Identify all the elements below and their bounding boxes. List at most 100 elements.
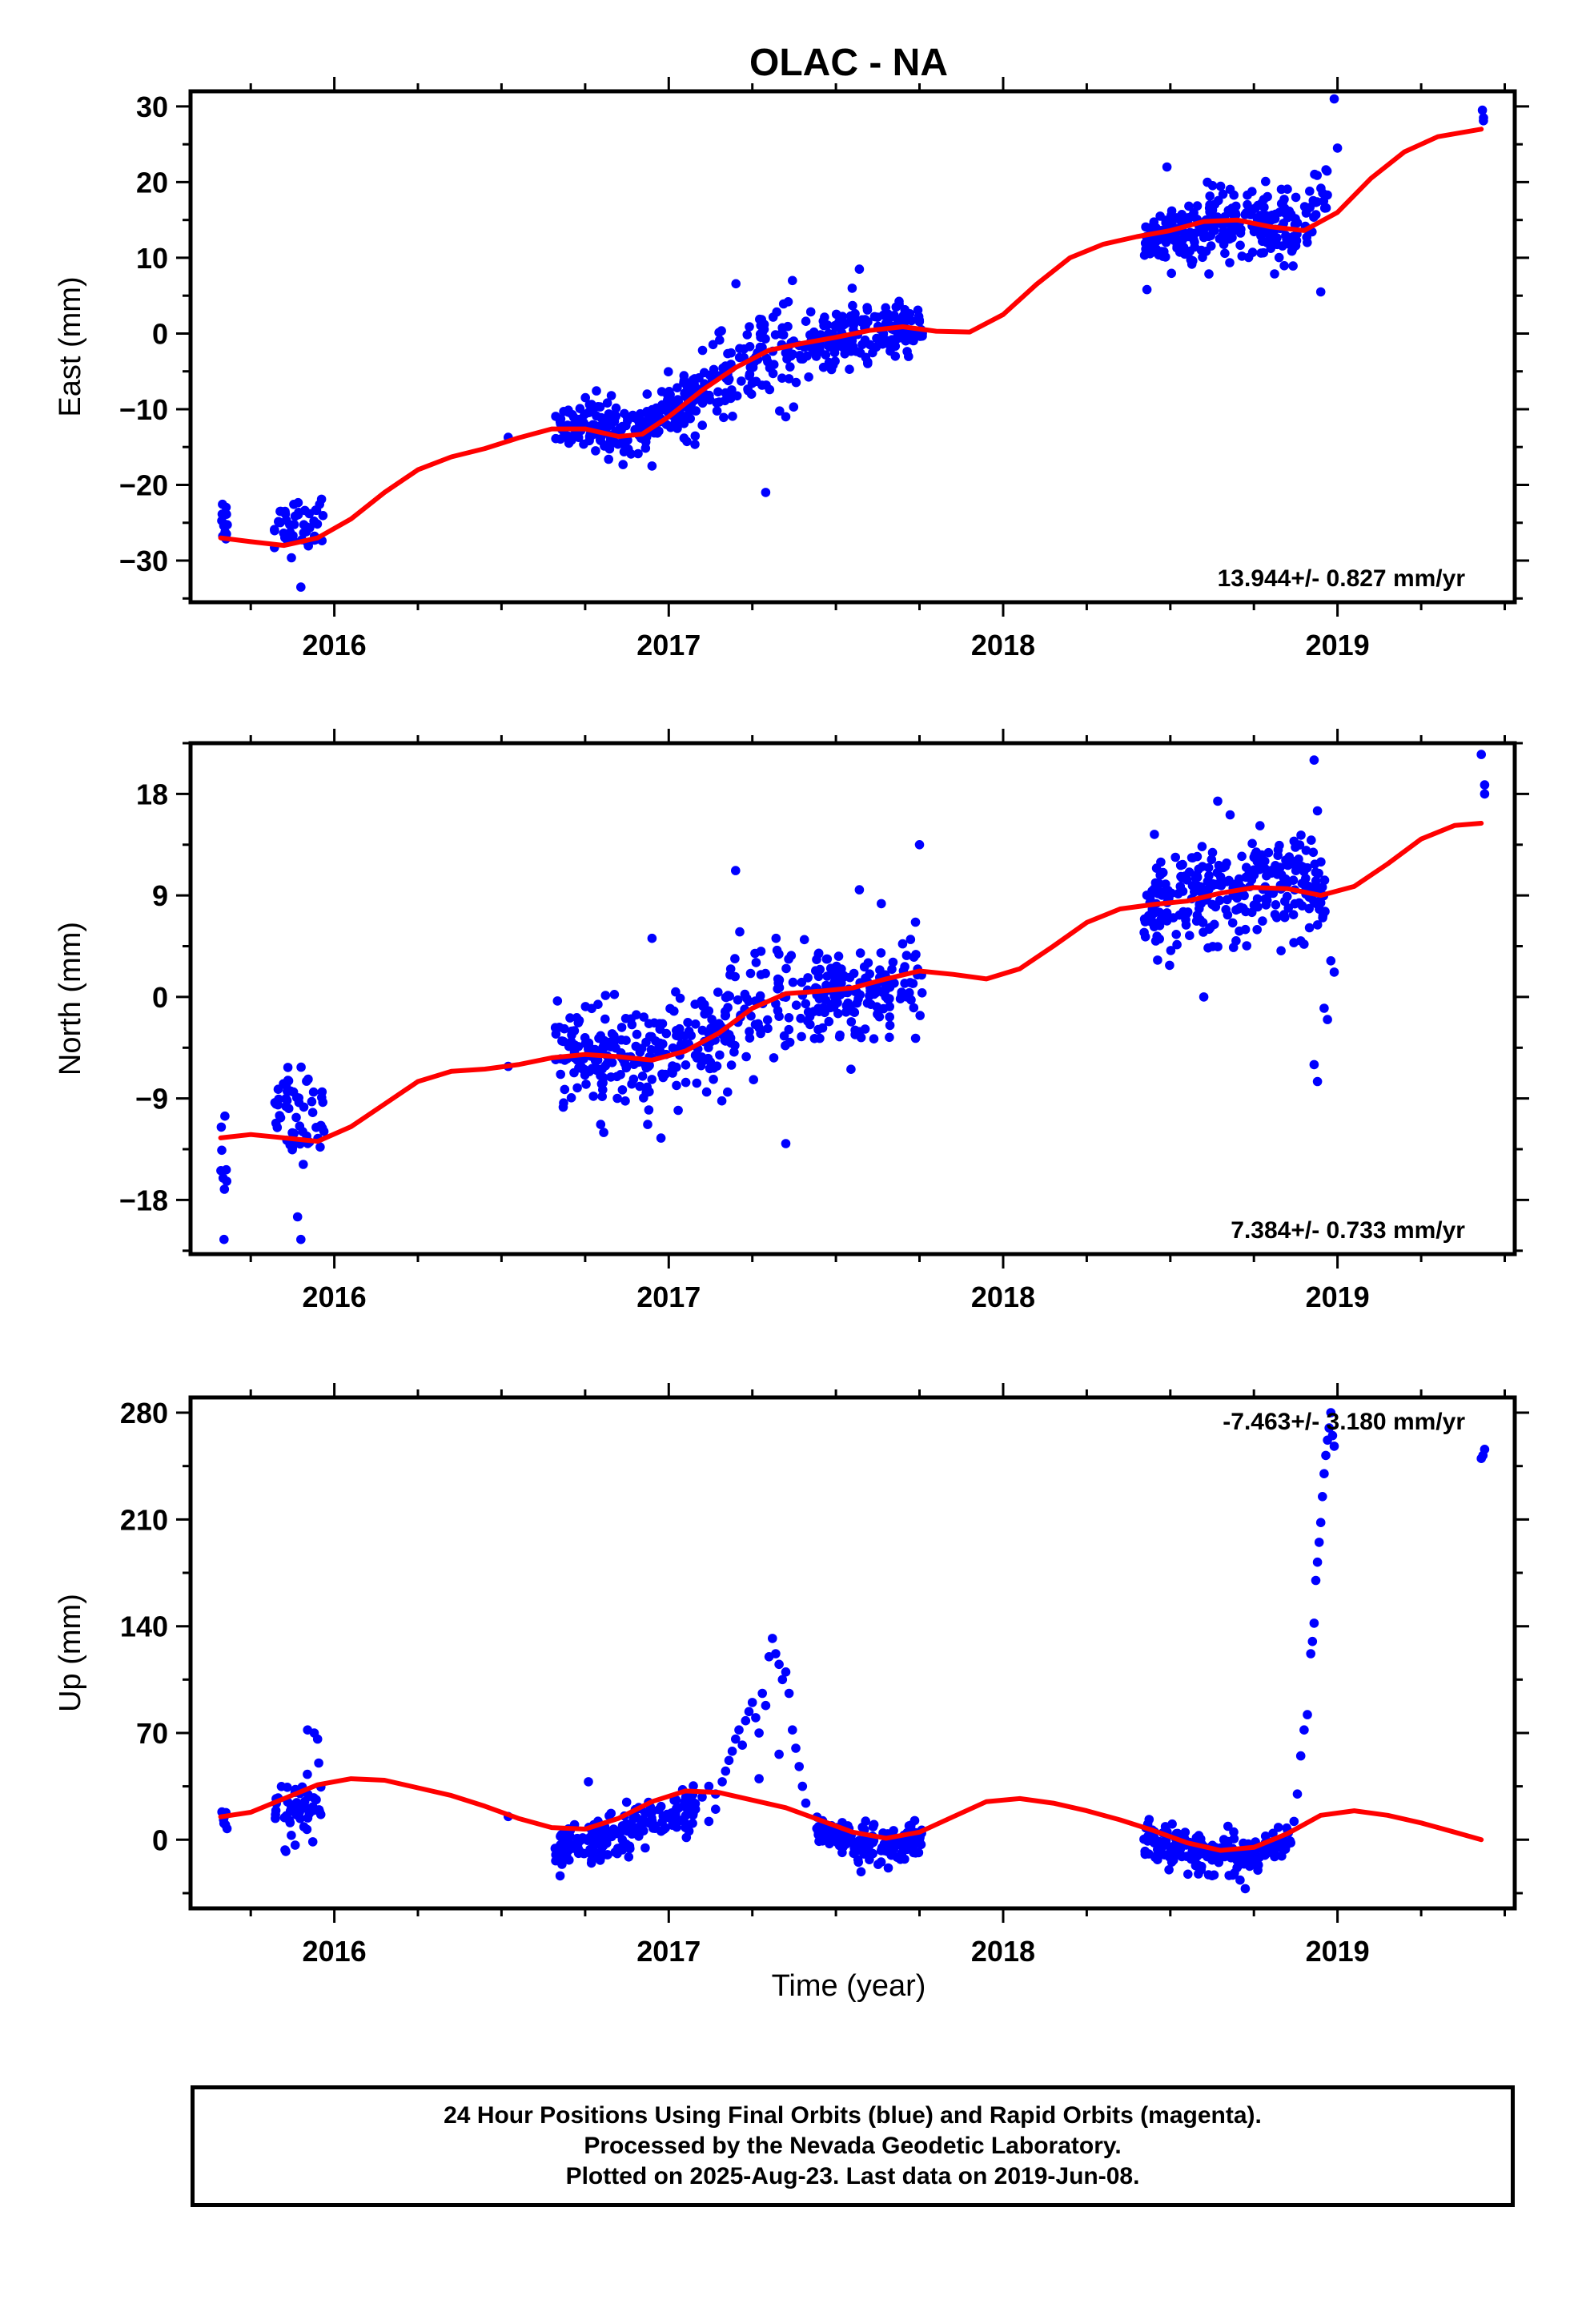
data-point: [671, 1795, 681, 1805]
data-point: [811, 352, 821, 361]
data-point: [881, 979, 890, 990]
data-point: [1243, 870, 1254, 880]
data-point: [753, 1019, 763, 1029]
data-point: [1287, 246, 1297, 256]
data-point: [620, 1096, 630, 1106]
data-point: [1274, 252, 1284, 263]
data-point: [1289, 1816, 1299, 1827]
data-point: [217, 1145, 227, 1156]
data-point: [218, 1173, 228, 1183]
data-point: [1312, 1076, 1323, 1087]
data-point: [857, 340, 867, 350]
data-point: [299, 1822, 309, 1831]
data-point: [1224, 875, 1234, 886]
data-point: [755, 991, 765, 1001]
data-point: [281, 1847, 291, 1856]
data-point: [1183, 1869, 1193, 1880]
data-point: [1270, 910, 1280, 919]
data-point: [717, 1096, 727, 1106]
data-point: [906, 1820, 916, 1830]
data-point: [1306, 1649, 1315, 1659]
data-point: [1276, 946, 1286, 955]
data-point: [636, 1043, 645, 1054]
data-point: [289, 500, 299, 509]
data-point: [1237, 851, 1247, 862]
data-point: [768, 1634, 777, 1643]
data-point: [718, 363, 728, 373]
data-point: [890, 341, 901, 352]
data-point: [737, 376, 746, 386]
data-point: [1297, 901, 1307, 911]
y-axis-label: East (mm): [54, 276, 87, 416]
data-point: [1229, 1827, 1239, 1837]
data-point: [1305, 187, 1315, 196]
data-point: [665, 1003, 675, 1014]
data-point: [896, 332, 905, 341]
x-tick-label: 2019: [1306, 1281, 1370, 1313]
x-tick-label: 2016: [303, 1281, 367, 1313]
data-point: [756, 970, 766, 979]
data-point: [1326, 1408, 1336, 1417]
data-point: [846, 1017, 857, 1027]
data-point: [889, 978, 899, 988]
data-point: [791, 1743, 801, 1753]
data-point: [900, 979, 909, 988]
data-point: [1303, 1710, 1312, 1719]
y-tick-label: −9: [135, 1083, 168, 1116]
data-point: [873, 1860, 883, 1869]
data-point: [727, 1747, 737, 1756]
data-point: [773, 978, 783, 988]
data-point: [565, 1839, 576, 1849]
data-point: [1215, 181, 1226, 191]
data-point: [1245, 210, 1255, 219]
data-point: [909, 1003, 919, 1013]
data-point: [709, 1075, 718, 1084]
velocity-annotation: -7.463+/- 3.180 mm/yr: [1223, 1409, 1465, 1435]
data-point: [1148, 909, 1158, 919]
data-point: [668, 1061, 677, 1071]
x-axis: 2016 2017 2018 2019: [249, 77, 1506, 661]
data-point: [857, 1822, 867, 1832]
data-point: [1253, 1865, 1263, 1876]
data-point: [220, 1819, 231, 1830]
data-point: [1153, 955, 1162, 965]
data-point: [1150, 936, 1161, 946]
data-point: [747, 1698, 757, 1707]
data-point: [627, 1825, 637, 1835]
data-point: [1301, 846, 1311, 855]
x-tick-label: 2019: [1306, 629, 1370, 661]
data-point: [1260, 856, 1270, 866]
data-point: [805, 307, 816, 317]
data-point: [730, 971, 740, 982]
data-point: [600, 991, 611, 1000]
data-point: [617, 1085, 628, 1095]
data-point: [1262, 238, 1272, 247]
data-point: [1199, 927, 1208, 937]
data-point: [781, 348, 791, 358]
data-point: [288, 531, 298, 541]
data-point: [591, 446, 600, 456]
data-point: [697, 420, 707, 430]
data-point: [721, 1766, 731, 1776]
data-point: [731, 1734, 741, 1744]
data-point: [844, 1833, 854, 1844]
data-point: [813, 1005, 824, 1015]
data-point: [805, 1019, 815, 1030]
data-point: [854, 1835, 865, 1845]
data-point: [1214, 1857, 1224, 1868]
data-point: [675, 1023, 685, 1034]
data-point: [219, 1234, 229, 1244]
data-point: [1247, 838, 1257, 849]
data-point: [552, 996, 563, 1006]
data-point: [723, 991, 733, 1000]
footer-line-3: Plotted on 2025-Aug-23. Last data on 201…: [565, 2163, 1140, 2189]
data-point: [910, 917, 921, 927]
data-point: [748, 362, 758, 372]
data-point: [700, 1009, 709, 1019]
data-point: [1178, 859, 1187, 870]
data-point: [861, 973, 870, 983]
data-point: [1167, 219, 1177, 229]
footer-line-2: Processed by the Nevada Geodetic Laborat…: [584, 2133, 1122, 2159]
data-point: [1162, 908, 1172, 918]
